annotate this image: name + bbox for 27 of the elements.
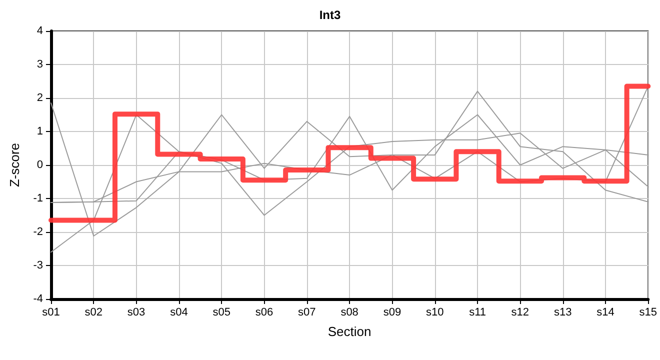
x-tick-label: s15	[639, 306, 658, 318]
y-tick-label: -2	[33, 226, 43, 238]
x-tick-label: s01	[42, 306, 60, 318]
y-tick-label: 0	[36, 159, 43, 171]
y-axis-title: Z-score	[7, 142, 22, 188]
x-tick-label: s14	[596, 306, 614, 318]
x-tick-label: s04	[170, 306, 188, 318]
y-tick-label: 3	[36, 58, 43, 70]
x-axis-title: Section	[328, 324, 372, 339]
y-tick-label: -3	[33, 260, 43, 272]
chart-title: Int3	[319, 8, 341, 22]
y-tick-label: 4	[36, 25, 43, 37]
x-tick-label: s12	[511, 306, 530, 318]
y-tick-label: 1	[36, 126, 43, 138]
y-tick-label: -4	[33, 293, 43, 305]
y-tick-label: 2	[36, 92, 43, 104]
x-tick-label: s07	[298, 306, 316, 318]
y-tick-label: -1	[33, 192, 43, 204]
x-tick-label: s09	[383, 306, 402, 318]
x-tick-label: s10	[426, 306, 444, 318]
x-tick-label: s05	[212, 306, 230, 318]
x-tick-label: s03	[127, 306, 146, 318]
x-tick-label: s02	[84, 306, 103, 318]
x-tick-label: s06	[255, 306, 274, 318]
x-tick-label: s13	[554, 306, 572, 318]
x-tick-label: s08	[340, 306, 358, 318]
x-tick-label: s11	[469, 306, 486, 318]
